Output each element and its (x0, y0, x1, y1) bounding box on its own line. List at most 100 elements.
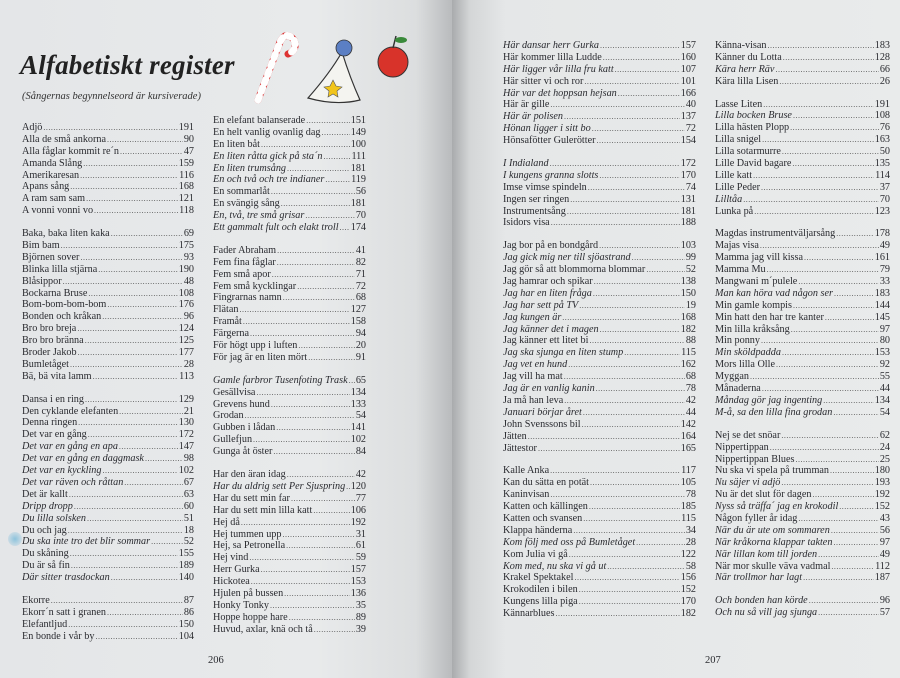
dot-leader (286, 540, 355, 552)
song-title: Nu säjer vi adjö (715, 477, 781, 489)
index-entry: Du ska inte tro det blir sommar 52 (22, 536, 194, 548)
index-entry: Isidors visa 188 (503, 217, 696, 229)
page-ref: 145 (874, 311, 890, 323)
dot-leader (346, 481, 350, 493)
index-entry: Lilla sotarmurre 50 (715, 146, 890, 158)
page-ref: 121 (178, 193, 194, 205)
page-ref: 193 (874, 477, 890, 489)
song-title: Grevens hund (213, 398, 270, 410)
index-entry: Det var räven och råttan 67 (22, 477, 194, 489)
dot-leader (308, 352, 355, 364)
page-ref: 28 (183, 358, 194, 370)
dot-leader (340, 222, 350, 234)
index-entry: Måndag gör jag ingenting 134 (715, 395, 890, 407)
page-ref: 163 (874, 134, 890, 146)
index-entry: En bonde i vår by 104 (22, 631, 194, 643)
index-entry: Katten och källingen 185 (503, 501, 696, 513)
dot-leader (792, 158, 873, 170)
song-title: Fingrarnas namn (213, 292, 282, 304)
page-ref: 51 (183, 512, 194, 524)
page-ref: 191 (874, 98, 890, 110)
dot-leader (253, 434, 350, 446)
page-ref: 44 (879, 383, 890, 395)
page-ref: 191 (178, 122, 194, 133)
page-ref: 142 (680, 418, 696, 430)
index-entry: Man kan höra vad någon ser 183 (715, 288, 890, 300)
song-title: Lasse Liten (715, 98, 763, 110)
page-ref: 187 (874, 572, 890, 584)
page-ref: 154 (680, 135, 696, 147)
index-entry: Lasse Liten 191 (715, 99, 890, 111)
song-title: Här sitter vi och ror (503, 75, 584, 87)
index-column-1: Adjö191Alla de små ankorna90Alla fåglar … (22, 122, 194, 654)
page-ref: 147 (178, 441, 194, 453)
index-entry: Bonden och kråkan 96 (22, 311, 194, 323)
dot-leader (782, 347, 874, 359)
page-ref: 41 (355, 244, 366, 256)
dot-leader (538, 443, 680, 455)
song-title: Kära herr Räv (715, 63, 775, 75)
song-title: Apans sång (22, 181, 70, 193)
index-entry: Bumletåget 28 (22, 359, 194, 371)
dot-leader (88, 429, 178, 441)
page-ref: 134 (874, 394, 890, 406)
index-entry: Amerikaresan 116 (22, 170, 194, 182)
page-ref: 158 (350, 316, 366, 328)
index-entry: Amanda Slång 159 (22, 158, 194, 170)
index-entry: En liten trumsång 181 (213, 163, 366, 175)
dot-leader (85, 335, 178, 347)
page-ref: 90 (183, 133, 194, 145)
song-title: Gesällvisa (213, 386, 256, 398)
page-ref: 164 (680, 430, 696, 442)
dot-leader (589, 501, 680, 513)
page-ref: 80 (879, 335, 890, 347)
index-entry: Bä, bä vita lamm 113 (22, 371, 194, 383)
dot-leader (68, 619, 177, 631)
page-ref: 188 (680, 217, 696, 229)
song-title: Lilla bocken Bruse (715, 110, 792, 122)
dot-leader (124, 477, 183, 489)
song-title: Hickotea (213, 576, 250, 588)
index-entry: A ram sam sam 121 (22, 193, 194, 205)
index-entry: Hönan ligger i sitt bo 72 (503, 123, 696, 135)
index-entry: Har du sett min lilla katt 106 (213, 505, 366, 517)
dot-leader (145, 453, 183, 465)
song-title: I Indialand (503, 158, 549, 170)
song-title: Och nu så vill jag sjunga (715, 607, 818, 619)
dot-leader (289, 612, 355, 624)
index-entry: Kära herr Räv 66 (715, 64, 890, 76)
song-title: Det var en gång (22, 429, 87, 441)
index-entry: Har du sett min far 77 (213, 493, 366, 505)
song-title: Fader Abraham (213, 244, 277, 256)
dot-leader (825, 312, 874, 324)
page-ref: 40 (685, 99, 696, 111)
page-subtitle: (Sångernas begynnelseord är kursiverade) (22, 91, 201, 102)
index-entry: Dansa i en ring 129 (22, 394, 194, 406)
dot-leader (834, 288, 874, 300)
index-entry: Bim bam 175 (22, 240, 194, 252)
index-entry: Det var en gång 172 (22, 429, 194, 441)
song-title: Bonden och kråkan (22, 311, 102, 323)
song-title: Bä, bä vita lamm (22, 370, 92, 382)
dot-leader (239, 304, 349, 316)
page-ref: 159 (178, 157, 194, 169)
dot-leader (251, 576, 350, 588)
index-entry: Hej vind 59 (213, 552, 366, 564)
index-entry: Gunga åt öster 84 (213, 446, 366, 458)
page-ref: 127 (350, 304, 366, 316)
dot-leader (804, 252, 874, 264)
page-ref: 62 (879, 429, 890, 441)
page-ref: 72 (685, 123, 696, 135)
song-title: Bro bro bränna (22, 335, 84, 347)
song-title: En elefant balanserade (213, 115, 306, 126)
song-title: Baka, baka liten kaka (22, 228, 110, 240)
page-ref: 175 (178, 240, 194, 252)
index-entry: Fader Abraham 41 (213, 245, 366, 257)
index-entry: Klappa händerna 34 (503, 525, 696, 537)
dot-leader (78, 417, 178, 429)
page-ref: 101 (680, 75, 696, 87)
dot-leader (579, 584, 680, 596)
index-entry: Katten och svansen 115 (503, 513, 696, 525)
dot-leader (812, 489, 873, 501)
song-title: Elefantljud (22, 618, 68, 630)
